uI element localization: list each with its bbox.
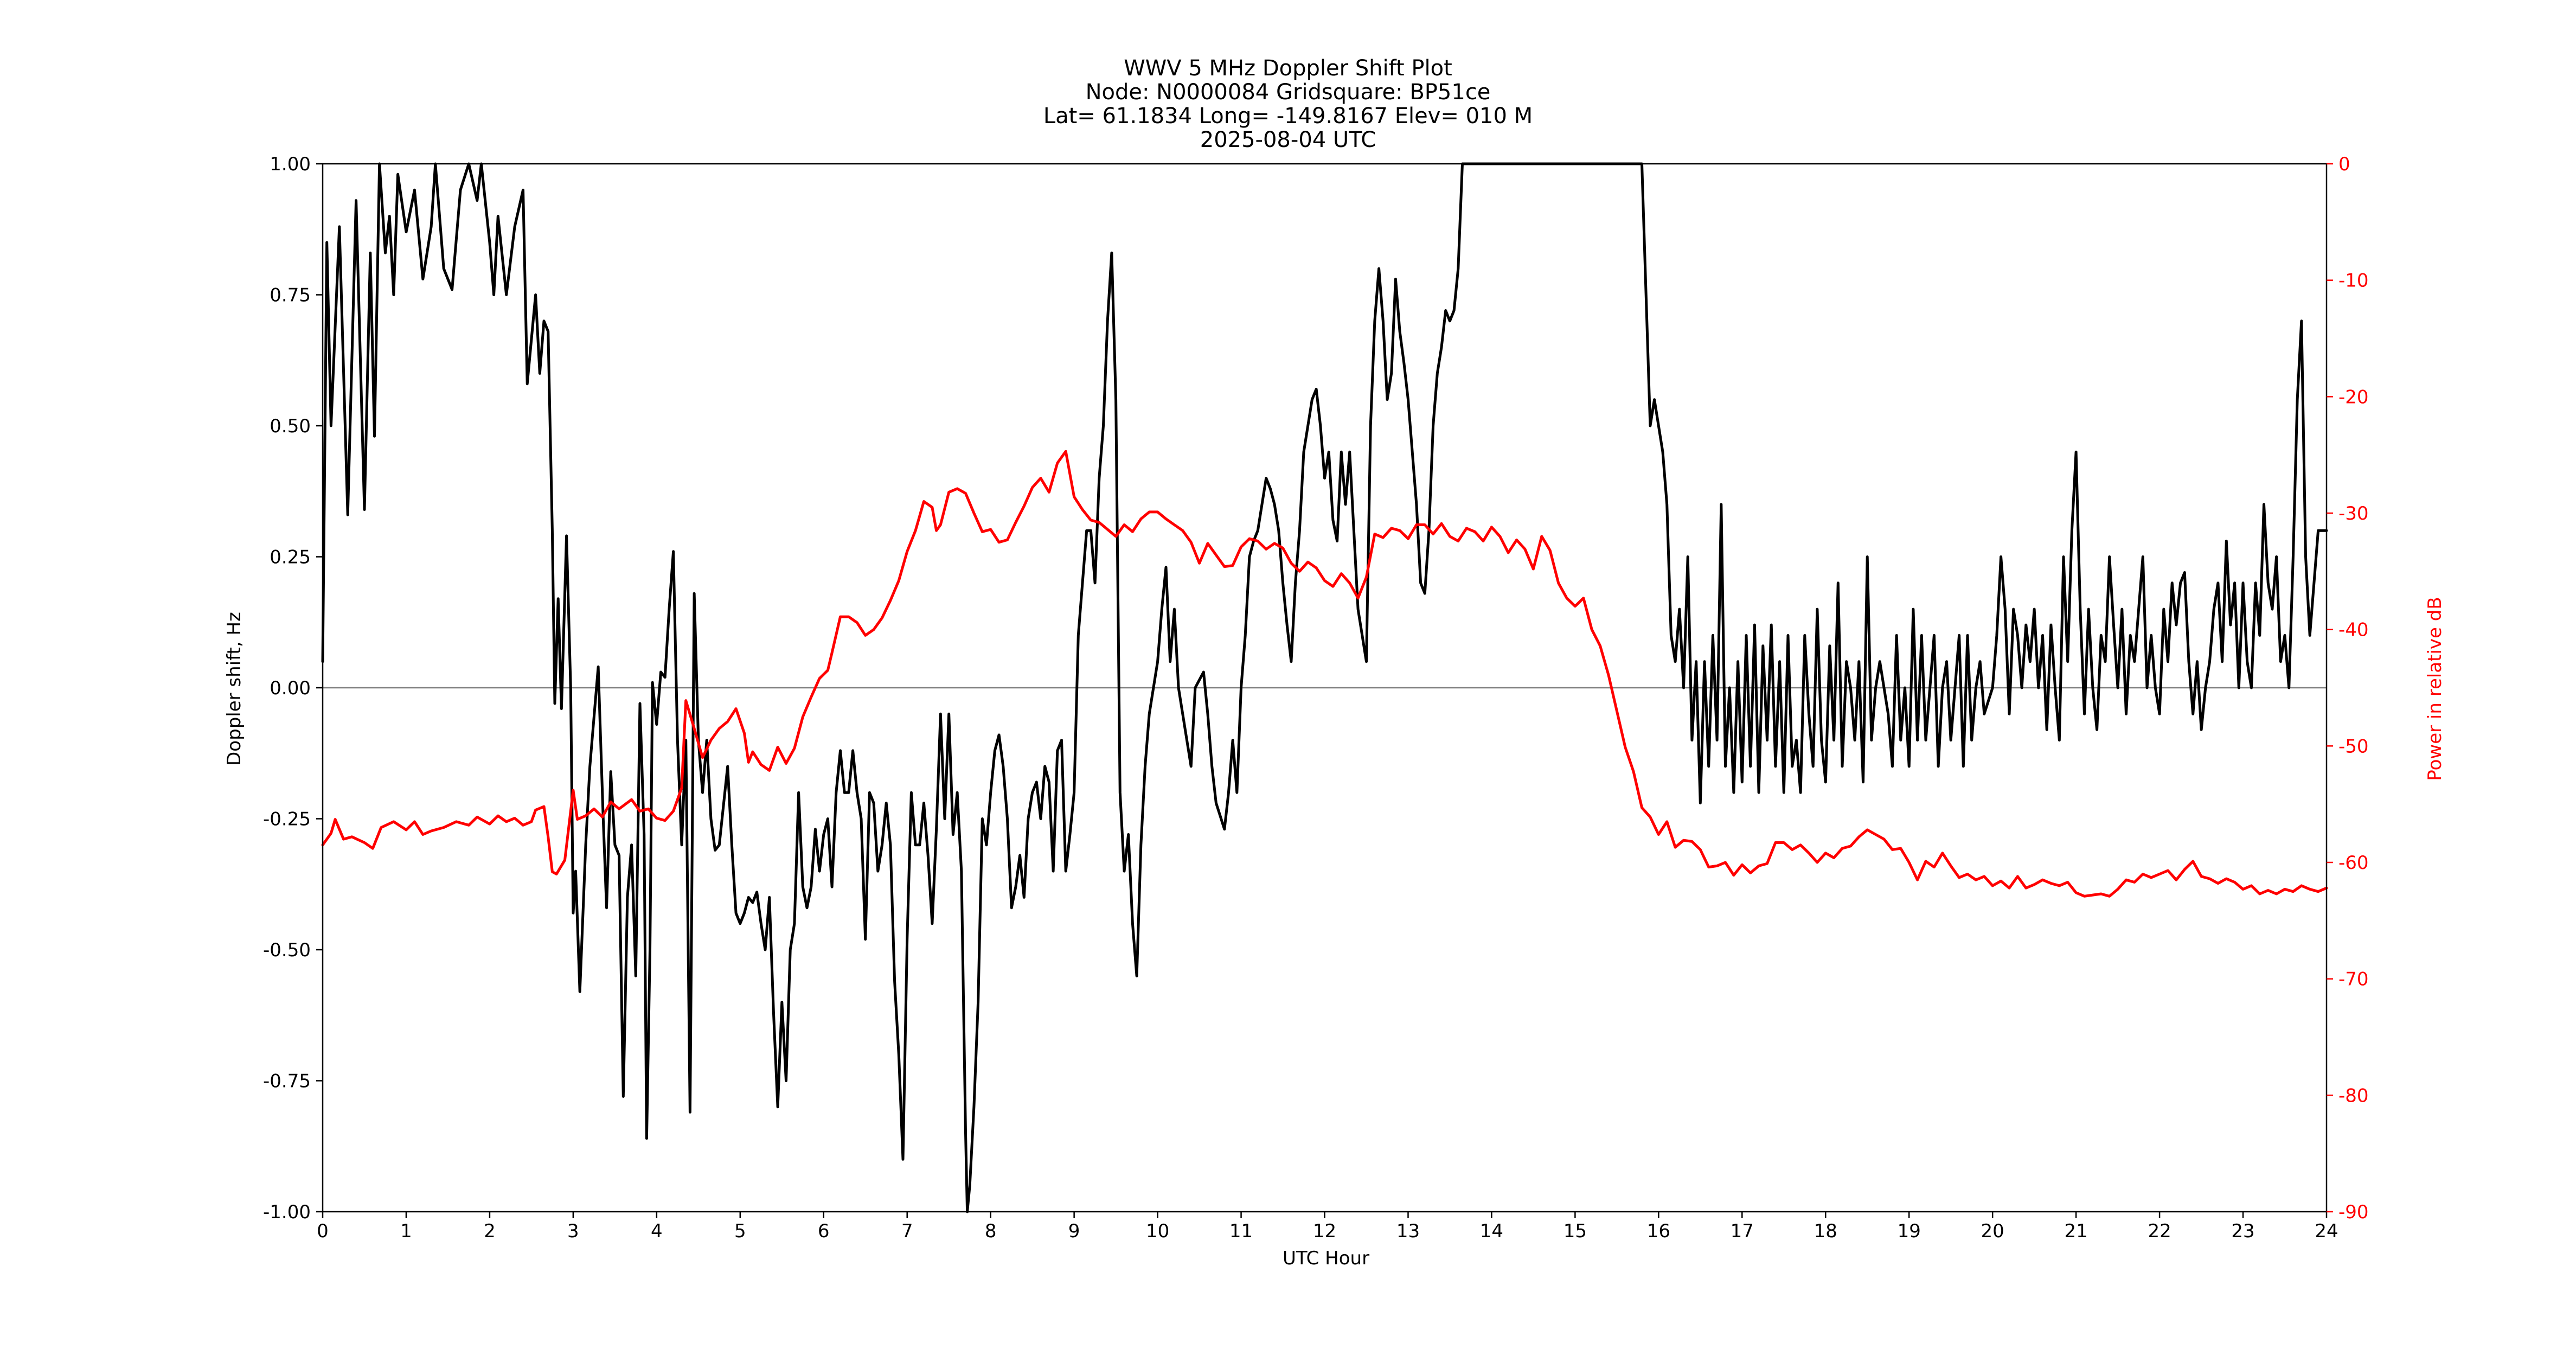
y2-tick-label: -70 — [2338, 969, 2369, 990]
y-tick-label: -0.75 — [263, 1071, 311, 1092]
x-tick-label: 22 — [2148, 1220, 2171, 1242]
y2-tick-label: -50 — [2338, 735, 2369, 757]
x-tick-label: 16 — [1647, 1220, 1670, 1242]
x-tick-label: 6 — [818, 1220, 830, 1242]
x-tick-label: 9 — [1068, 1220, 1080, 1242]
x-tick-label: 11 — [1229, 1220, 1253, 1242]
chart-title-line-2: Node: N0000084 Gridsquare: BP51ce — [1085, 80, 1491, 105]
x-tick-label: 12 — [1313, 1220, 1336, 1242]
y-axis-label-right: Power in relative dB — [2424, 597, 2446, 781]
x-tick-label: 7 — [901, 1220, 913, 1242]
x-tick-label: 24 — [2315, 1220, 2338, 1242]
x-tick-label: 15 — [1563, 1220, 1587, 1242]
power-series-line — [321, 450, 2328, 898]
x-tick-label: 19 — [1898, 1220, 1921, 1242]
y2-tick-label: 0 — [2338, 153, 2350, 175]
x-tick-label: 14 — [1480, 1220, 1503, 1242]
y2-tick-label: -80 — [2338, 1085, 2369, 1106]
y2-tick-label: -90 — [2338, 1201, 2369, 1223]
y2-tick-label: -30 — [2338, 503, 2369, 525]
y-tick-label: 0.00 — [270, 677, 311, 699]
x-tick-label: 13 — [1396, 1220, 1420, 1242]
x-tick-label: 23 — [2231, 1220, 2254, 1242]
chart-title-line-4: 2025-08-04 UTC — [1200, 127, 1376, 152]
chart-title-line-3: Lat= 61.1834 Long= -149.8167 Elev= 010 M — [1043, 104, 1533, 129]
y2-tick-label: -20 — [2338, 386, 2369, 408]
x-tick-label: 3 — [567, 1220, 579, 1242]
x-tick-label: 2 — [484, 1220, 496, 1242]
y-tick-label: -1.00 — [263, 1201, 311, 1223]
x-tick-label: 1 — [400, 1220, 412, 1242]
x-tick-label: 8 — [985, 1220, 997, 1242]
x-tick-label: 21 — [2064, 1220, 2087, 1242]
chart-title-line-1: WWV 5 MHz Doppler Shift Plot — [1124, 56, 1452, 81]
x-tick-label: 18 — [1814, 1220, 1837, 1242]
x-tick-label: 4 — [651, 1220, 663, 1242]
x-axis-label: UTC Hour — [1282, 1248, 1370, 1269]
y-tick-label: 1.00 — [270, 153, 311, 175]
x-tick-label: 10 — [1146, 1220, 1169, 1242]
x-tick-label: 17 — [1731, 1220, 1754, 1242]
y-tick-label: -0.25 — [263, 809, 311, 830]
doppler-series-line — [321, 162, 2328, 1213]
y2-tick-label: -60 — [2338, 852, 2369, 874]
y-axis-label-left: Doppler shift, Hz — [223, 612, 245, 766]
y-tick-label: 0.75 — [270, 285, 311, 306]
y2-tick-label: -40 — [2338, 619, 2369, 641]
y2-tick-label: -10 — [2338, 270, 2369, 292]
x-tick-label: 5 — [734, 1220, 746, 1242]
y-tick-label: -0.50 — [263, 939, 311, 961]
y-tick-label: 0.50 — [270, 415, 311, 437]
x-tick-label: 20 — [1981, 1220, 2004, 1242]
y-tick-label: 0.25 — [270, 547, 311, 568]
x-tick-label: 0 — [317, 1220, 329, 1242]
